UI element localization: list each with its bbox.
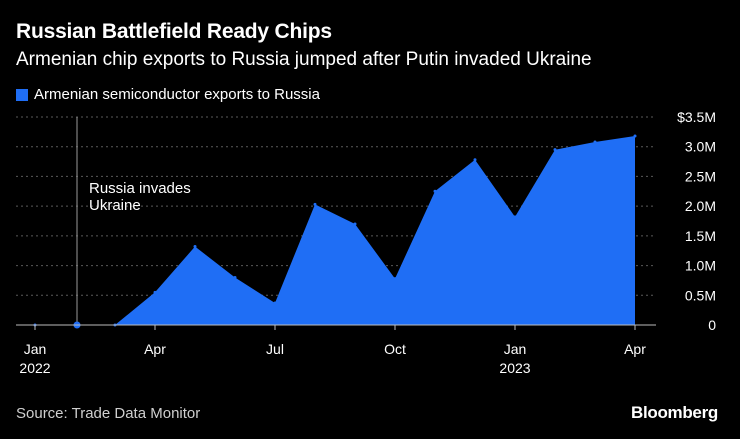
data-point	[153, 290, 157, 294]
x-tick-label: Apr	[144, 341, 166, 357]
data-point	[633, 134, 637, 138]
data-point	[593, 140, 597, 144]
annotation-label: Ukraine	[89, 197, 141, 214]
chart-subtitle: Armenian chip exports to Russia jumped a…	[16, 49, 592, 70]
x-tick-label: Jul	[266, 341, 284, 357]
legend-swatch	[16, 88, 28, 101]
data-point	[353, 222, 357, 226]
y-tick-label: 0	[708, 317, 716, 333]
x-tick-year-label: 2023	[499, 360, 530, 376]
y-tick-label: 2.0M	[685, 198, 716, 214]
data-point	[513, 215, 517, 219]
x-tick-label: Jan	[24, 341, 47, 357]
x-tick-year-label: 2022	[19, 360, 50, 376]
data-point	[193, 245, 197, 249]
bloomberg-logo: Bloomberg	[630, 403, 718, 422]
data-point	[433, 189, 437, 193]
y-tick-label: $3.5M	[677, 109, 716, 125]
data-point	[553, 148, 557, 152]
source-note: Source: Trade Data Monitor	[16, 405, 201, 422]
legend: Armenian semiconductor exports to Russia	[16, 86, 320, 103]
x-tick-label: Oct	[384, 341, 406, 357]
chart-title: Russian Battlefield Ready Chips	[16, 20, 332, 43]
y-tick-label: 0.5M	[685, 287, 716, 303]
data-point	[393, 277, 397, 281]
y-tick-label: 2.5M	[685, 168, 716, 184]
annotation-label: Russia invades	[89, 180, 191, 197]
data-point	[273, 301, 277, 305]
data-point	[473, 158, 477, 162]
data-point	[233, 275, 237, 279]
y-tick-label: 1.0M	[685, 258, 716, 274]
y-tick-label: 3.0M	[685, 139, 716, 155]
data-point	[313, 202, 317, 206]
legend-label: Armenian semiconductor exports to Russia	[34, 86, 320, 103]
x-tick-label: Jan	[504, 341, 527, 357]
area-series	[35, 136, 635, 325]
x-tick-label: Apr	[624, 341, 646, 357]
y-tick-label: 1.5M	[685, 228, 716, 244]
